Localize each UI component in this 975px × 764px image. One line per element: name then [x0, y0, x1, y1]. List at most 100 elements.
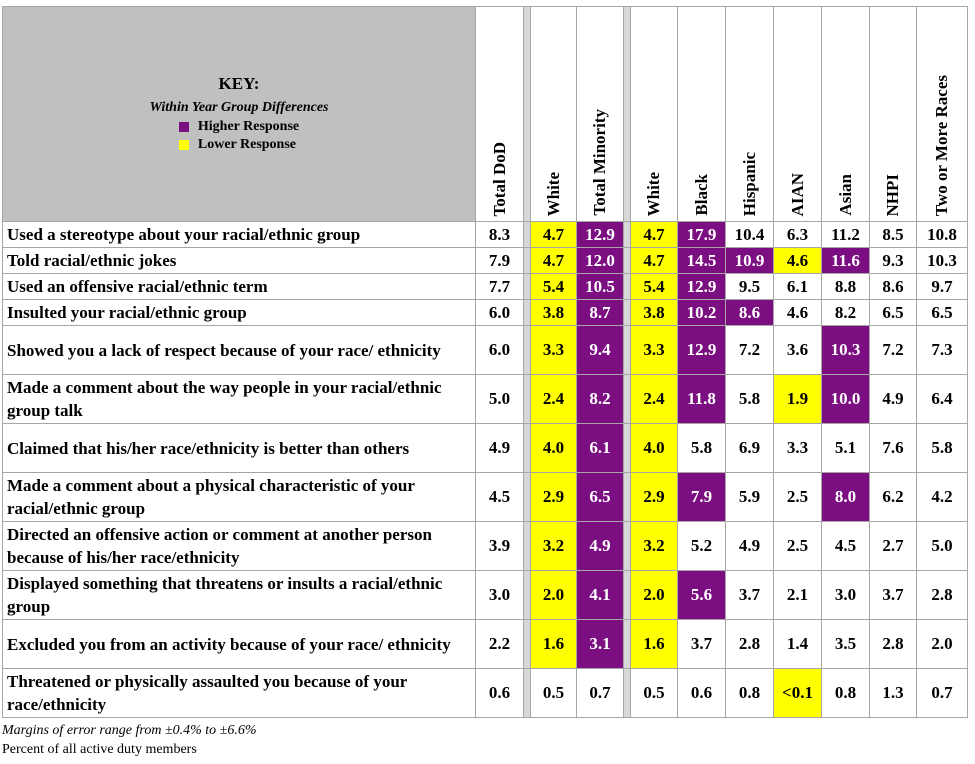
value-cell: 3.7	[869, 570, 917, 620]
value-cell: 2.9	[630, 472, 678, 522]
value-cell: 3.6	[773, 325, 822, 375]
higher-swatch-icon	[178, 121, 189, 132]
value-cell: 6.0	[475, 299, 524, 326]
table-row: Used a stereotype about your racial/ethn…	[2, 221, 968, 248]
col-header-hispanic: Hispanic	[725, 6, 774, 222]
table-row: Used an offensive racial/ethnic term 7.7 5…	[2, 273, 968, 300]
value-cell: 9.3	[869, 247, 917, 274]
value-cell: 4.7	[630, 221, 678, 248]
value-cell: 5.0	[916, 521, 968, 571]
value-cell: 2.4	[530, 374, 577, 424]
value-cell: 1.4	[773, 619, 822, 669]
value-cell: 3.2	[530, 521, 577, 571]
value-cell: 3.1	[576, 619, 624, 669]
column-divider	[523, 273, 531, 300]
value-cell: 10.9	[725, 247, 774, 274]
value-cell: 7.2	[725, 325, 774, 375]
value-cell: 2.9	[530, 472, 577, 522]
row-label: Made a comment about the way people in y…	[2, 374, 476, 424]
population-note: Percent of all active duty members	[2, 742, 197, 757]
value-cell: 3.3	[630, 325, 678, 375]
table-row: Excluded you from an activity because of…	[2, 619, 968, 669]
value-cell: 0.7	[916, 668, 968, 718]
col-header-nhpi: NHPI	[869, 6, 917, 222]
column-divider	[623, 6, 631, 222]
column-divider	[623, 521, 631, 571]
value-cell: 5.4	[630, 273, 678, 300]
value-cell: 12.9	[677, 325, 726, 375]
value-cell: 6.1	[773, 273, 822, 300]
value-cell: 8.3	[475, 221, 524, 248]
column-divider	[523, 521, 531, 571]
value-cell: 10.5	[576, 273, 624, 300]
value-cell: 4.7	[530, 247, 577, 274]
value-cell: <0.1	[773, 668, 822, 718]
legend-higher-label: Higher Response	[197, 118, 300, 134]
value-cell: 0.7	[576, 668, 624, 718]
col-header-white: White	[530, 6, 577, 222]
value-cell: 11.8	[677, 374, 726, 424]
results-table: KEY: Within Year Group Differences Highe…	[2, 6, 968, 718]
col-header-two-or-more: Two or More Races	[916, 6, 968, 222]
value-cell: 11.2	[821, 221, 870, 248]
column-divider	[523, 221, 531, 248]
value-cell: 12.9	[677, 273, 726, 300]
table-row: Showed you a lack of respect because of …	[2, 325, 968, 375]
key-legend: KEY: Within Year Group Differences Highe…	[2, 6, 476, 222]
table-row: Made a comment about the way people in y…	[2, 374, 968, 424]
column-divider	[523, 668, 531, 718]
value-cell: 0.6	[677, 668, 726, 718]
column-divider	[623, 472, 631, 522]
value-cell: 2.8	[725, 619, 774, 669]
value-cell: 4.7	[530, 221, 577, 248]
row-label: Excluded you from an activity because of…	[2, 619, 476, 669]
column-divider	[623, 570, 631, 620]
table-row: Directed an offensive action or comment …	[2, 521, 968, 571]
value-cell: 1.9	[773, 374, 822, 424]
value-cell: 2.0	[630, 570, 678, 620]
column-divider	[523, 570, 531, 620]
table-row: Insulted your racial/ethnic group 6.0 3.8 8…	[2, 299, 968, 326]
column-divider	[523, 6, 531, 222]
value-cell: 2.5	[773, 521, 822, 571]
value-cell: 0.8	[725, 668, 774, 718]
value-cell: 10.4	[725, 221, 774, 248]
value-cell: 6.9	[725, 423, 774, 473]
value-cell: 0.8	[821, 668, 870, 718]
legend-lower: Lower Response	[178, 136, 299, 154]
value-cell: 4.9	[475, 423, 524, 473]
value-cell: 7.7	[475, 273, 524, 300]
value-cell: 4.6	[773, 299, 822, 326]
row-label: Told racial/ethnic jokes	[2, 247, 476, 274]
value-cell: 8.2	[821, 299, 870, 326]
value-cell: 7.9	[677, 472, 726, 522]
value-cell: 9.7	[916, 273, 968, 300]
column-divider	[523, 423, 531, 473]
value-cell: 12.0	[576, 247, 624, 274]
column-divider	[623, 247, 631, 274]
value-cell: 6.5	[869, 299, 917, 326]
column-divider	[623, 423, 631, 473]
value-cell: 8.6	[725, 299, 774, 326]
row-label: Claimed that his/her race/ethnicity is b…	[2, 423, 476, 473]
value-cell: 4.0	[630, 423, 678, 473]
value-cell: 5.8	[677, 423, 726, 473]
col-header-white-2: White	[630, 6, 678, 222]
value-cell: 4.1	[576, 570, 624, 620]
lower-swatch-icon	[178, 139, 189, 150]
value-cell: 3.7	[725, 570, 774, 620]
value-cell: 4.5	[821, 521, 870, 571]
value-cell: 5.8	[916, 423, 968, 473]
column-divider	[623, 299, 631, 326]
row-label: Threatened or physically assaulted you b…	[2, 668, 476, 718]
legend-higher: Higher Response	[178, 118, 300, 136]
value-cell: 1.6	[630, 619, 678, 669]
row-label: Insulted your racial/ethnic group	[2, 299, 476, 326]
value-cell: 0.5	[630, 668, 678, 718]
value-cell: 5.9	[725, 472, 774, 522]
value-cell: 7.9	[475, 247, 524, 274]
value-cell: 8.5	[869, 221, 917, 248]
value-cell: 2.4	[630, 374, 678, 424]
value-cell: 3.7	[677, 619, 726, 669]
value-cell: 3.9	[475, 521, 524, 571]
